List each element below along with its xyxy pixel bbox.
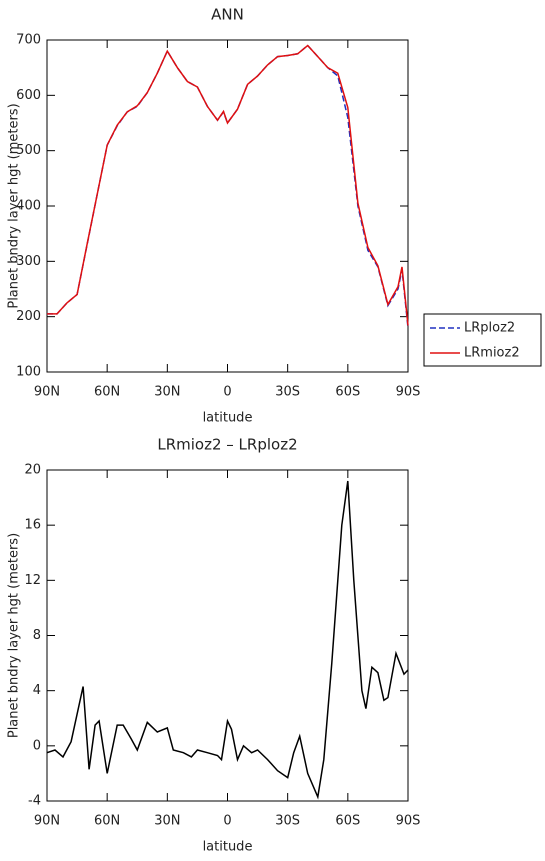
data-line (47, 44, 409, 328)
y-tick-label: 16 (24, 518, 41, 533)
x-tick-label: 90S (396, 385, 421, 400)
y-tick-label: 700 (16, 33, 41, 48)
plot-frame (46, 39, 409, 373)
y-tick-label: 8 (33, 628, 41, 643)
data-line (46, 480, 409, 800)
legend-label: LRploz2 (464, 321, 515, 336)
x-tick-label: 90N (34, 385, 60, 400)
y-tick-label: 12 (24, 573, 41, 588)
chart-title: LRmioz2 – LRploz2 (157, 436, 297, 454)
y-tick-label: 0 (33, 738, 41, 753)
x-axis-label: latitude (203, 411, 253, 426)
chart-title: ANN (211, 6, 244, 24)
y-tick-label: 400 (16, 199, 41, 214)
data-line (47, 44, 409, 326)
x-tick-label: 30S (275, 385, 300, 400)
x-tick-label: 30S (275, 814, 300, 829)
x-tick-label: 90S (396, 814, 421, 829)
x-tick-label: 60S (335, 814, 360, 829)
x-tick-label: 60N (94, 385, 120, 400)
x-tick-label: 30N (154, 385, 180, 400)
plot-frame (46, 469, 409, 802)
x-axis-label: latitude (203, 840, 253, 855)
x-tick-label: 30N (154, 814, 180, 829)
y-tick-label: 200 (16, 309, 41, 324)
legend-label: LRmioz2 (464, 346, 520, 361)
y-tick-label: 300 (16, 254, 41, 269)
x-tick-label: 90N (34, 814, 60, 829)
y-tick-label: -4 (28, 794, 41, 809)
y-tick-label: 4 (33, 683, 41, 698)
x-tick-label: 0 (223, 814, 231, 829)
x-tick-label: 60S (335, 385, 360, 400)
y-axis-label: Planet bndry layer hgt (meters) (7, 103, 22, 308)
y-tick-label: 20 (24, 463, 41, 478)
y-tick-label: 600 (16, 88, 41, 103)
y-axis-label: Planet bndry layer hgt (meters) (7, 533, 22, 738)
x-tick-label: 0 (223, 385, 231, 400)
x-tick-label: 60N (94, 814, 120, 829)
y-tick-label: 500 (16, 143, 41, 158)
legend-box (423, 313, 542, 367)
y-tick-label: 100 (16, 365, 41, 380)
